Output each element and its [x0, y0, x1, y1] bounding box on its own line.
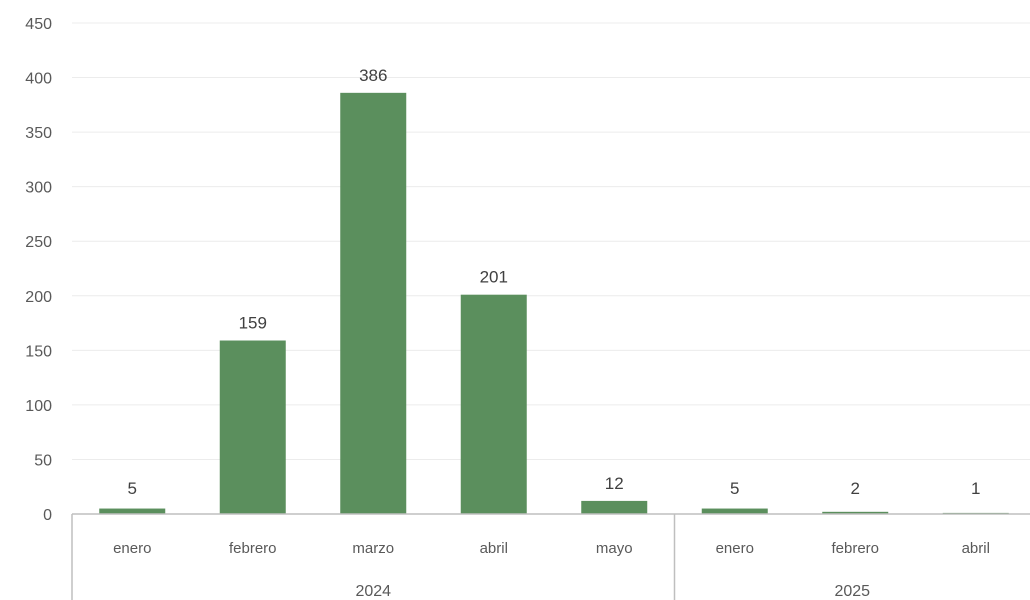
data-label: 386 [359, 66, 387, 85]
data-label: 1 [971, 479, 980, 498]
data-label: 201 [480, 268, 508, 287]
bar [99, 508, 166, 514]
bar [581, 500, 648, 514]
x-axis-group-labels: 2024 2025 [355, 583, 870, 600]
data-label: 159 [239, 314, 267, 333]
data-labels: 5 159 386 201 12 5 2 1 [128, 66, 981, 498]
data-label: 5 [128, 479, 137, 498]
x-group-label: 2025 [834, 583, 870, 600]
x-group-label: 2024 [355, 583, 391, 600]
x-category-label: abril [962, 540, 990, 557]
y-axis-tick-labels: 0 50 100 150 200 250 300 350 400 450 [25, 16, 52, 524]
y-tick-label: 150 [25, 343, 52, 360]
y-tick-label: 100 [25, 398, 52, 415]
x-category-label: enero [113, 540, 151, 557]
y-tick-label: 400 [25, 71, 52, 88]
gridlines [72, 22, 1030, 460]
y-tick-label: 0 [43, 507, 52, 524]
x-category-label: mayo [596, 540, 633, 557]
y-tick-label: 300 [25, 180, 52, 197]
bar [219, 340, 286, 514]
bars [99, 92, 1009, 514]
x-axis-category-labels: enero febrero marzo abril mayo enero febrero ab… [113, 540, 990, 557]
y-tick-label: 200 [25, 289, 52, 306]
data-label: 12 [605, 474, 624, 493]
data-label: 5 [730, 479, 739, 498]
bar [340, 92, 407, 514]
x-category-label: enero [716, 540, 754, 557]
bar [822, 511, 889, 514]
bar [460, 294, 527, 514]
bar [701, 508, 768, 514]
x-category-label: febrero [831, 540, 879, 557]
x-category-label: abril [480, 540, 508, 557]
y-tick-label: 450 [25, 16, 52, 33]
y-tick-label: 50 [34, 452, 52, 469]
x-category-label: febrero [229, 540, 277, 557]
data-label: 2 [851, 479, 860, 498]
x-axis [71, 513, 1030, 600]
y-tick-label: 350 [25, 125, 52, 142]
y-tick-label: 250 [25, 234, 52, 251]
x-category-label: marzo [352, 540, 394, 557]
